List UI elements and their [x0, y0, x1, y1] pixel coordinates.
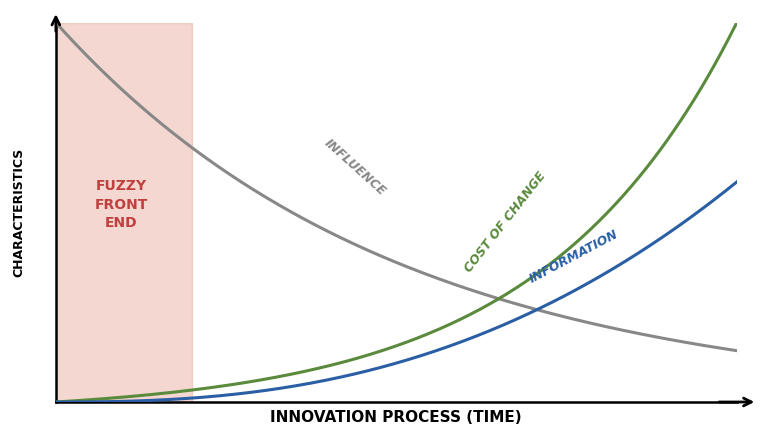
Text: CHARACTERISTICS: CHARACTERISTICS [12, 148, 25, 277]
Text: COST OF CHANGE: COST OF CHANGE [462, 169, 548, 275]
Text: FUZZY
FRONT
END: FUZZY FRONT END [94, 179, 148, 230]
Text: INFORMATION: INFORMATION [527, 227, 620, 286]
Bar [56, 23, 192, 402]
X-axis label: INNOVATION PROCESS (TIME): INNOVATION PROCESS (TIME) [271, 410, 522, 425]
Text: INFLUENCE: INFLUENCE [321, 137, 388, 198]
